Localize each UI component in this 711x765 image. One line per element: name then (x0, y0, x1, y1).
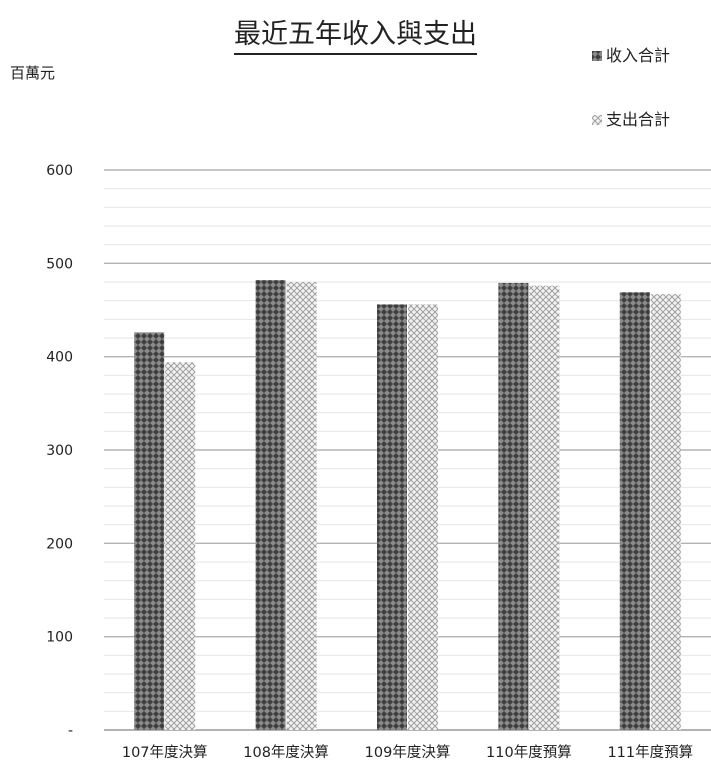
bar-expense (286, 282, 317, 730)
legend-item-income: 收入合計 (592, 42, 670, 66)
chart-title: 最近五年收入與支出 (0, 12, 711, 55)
legend-swatch-income (592, 51, 602, 61)
x-tick-label: 108年度決算 (243, 744, 329, 761)
x-tick-label: 109年度決算 (365, 744, 451, 761)
y-tick-label: 300 (46, 443, 73, 459)
bars (134, 280, 681, 730)
x-tick-label: 107年度決算 (122, 744, 208, 761)
y-tick-label: 600 (46, 163, 73, 179)
y-tick-label: - (68, 723, 73, 739)
bar-expense (165, 362, 196, 730)
bar-expense (529, 285, 560, 730)
bar-expense (650, 294, 681, 730)
bar-income (134, 332, 165, 730)
y-tick-label: 500 (46, 256, 73, 272)
y-tick-label: 200 (46, 536, 73, 552)
x-tick-label: 111年度預算 (607, 744, 693, 761)
y-axis-unit-label: 百萬元 (10, 64, 56, 82)
x-tick-label: 110年度預算 (486, 744, 572, 761)
bar-income (255, 280, 286, 730)
bar-income (498, 282, 529, 730)
legend-item-expense: 支出合計 (592, 106, 670, 130)
legend-label-expense: 支出合計 (606, 110, 671, 129)
legend-swatch-expense (592, 115, 602, 125)
grid-lines (104, 169, 711, 731)
y-axis-tick-labels: - 100 200 300 400 500 600 (46, 163, 73, 739)
legend-label-income: 收入合計 (606, 46, 671, 65)
bar-income (377, 304, 407, 730)
bar-expense (408, 304, 438, 730)
y-tick-label: 100 (46, 630, 73, 646)
y-tick-label: 400 (46, 350, 73, 366)
bar-income (619, 292, 650, 730)
x-axis-tick-labels: 107年度決算 108年度決算 109年度決算 110年度預算 111年度預算 (122, 744, 693, 761)
